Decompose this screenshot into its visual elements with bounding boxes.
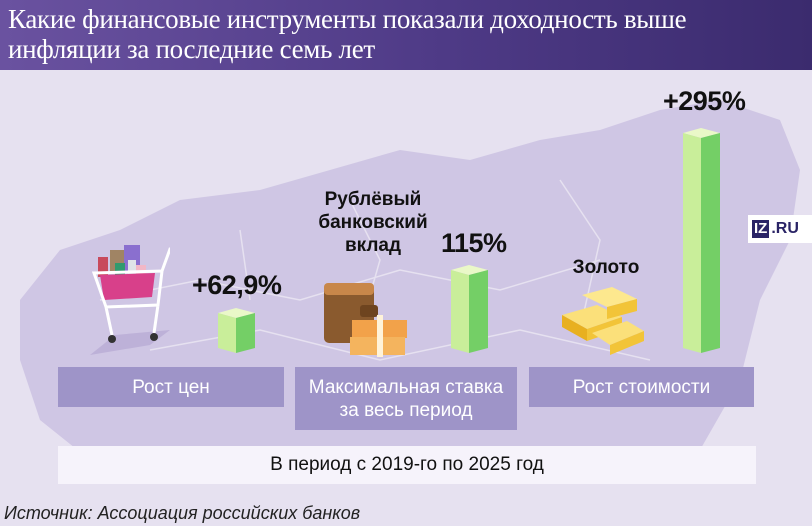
gold-bars-icon xyxy=(562,287,644,355)
page-title: Какие финансовые инструменты показали до… xyxy=(8,4,687,64)
value-label-deposit: 115% xyxy=(441,228,507,258)
value-label-gold: +295% xyxy=(663,86,746,116)
wallet-money-icon xyxy=(324,283,407,357)
period-label: В период с 2019-го по 2025 год xyxy=(58,446,756,484)
category-box-prices: Рост цен xyxy=(58,367,284,407)
bar-gold xyxy=(683,128,720,353)
header: Какие финансовые инструменты показали до… xyxy=(0,0,812,70)
izru-logo: IZ .RU xyxy=(748,215,812,243)
gold-label: Золото xyxy=(572,257,640,278)
bar-deposit xyxy=(451,265,488,353)
category-box-deposit: Максимальная ставка за весь период xyxy=(295,367,517,430)
value-label-prices: +62,9% xyxy=(192,270,282,300)
bar-prices xyxy=(218,308,255,353)
category-box-gold: Рост стоимости xyxy=(529,367,754,407)
source-note: Источник: Ассоциация российских банков xyxy=(4,503,361,523)
deposit-label: Рублёвый банковский вклад xyxy=(318,189,428,256)
shopping-cart-icon xyxy=(90,245,170,355)
